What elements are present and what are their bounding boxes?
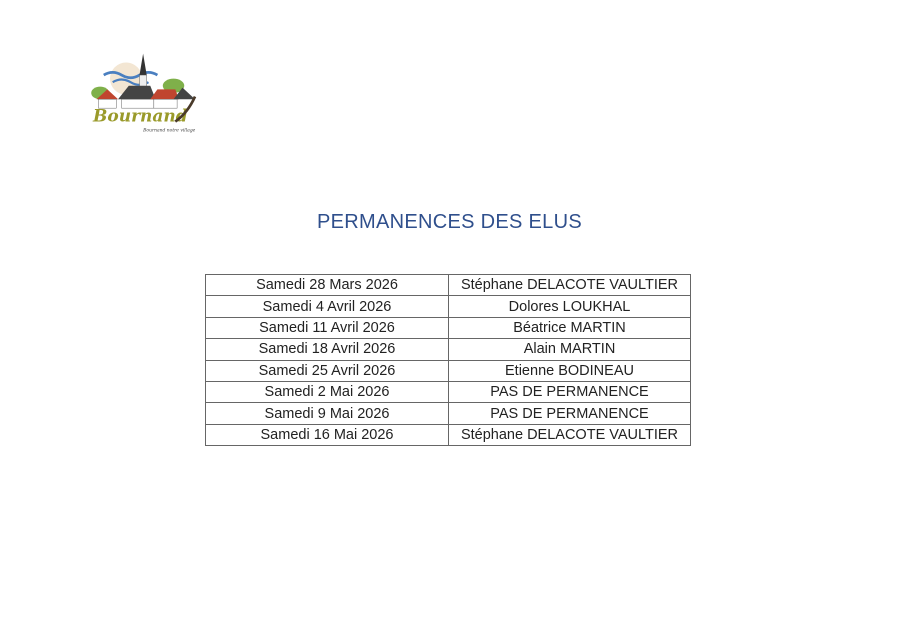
table-row: Samedi 2 Mai 2026 PAS DE PERMANENCE [205,380,691,404]
svg-text:Bournand: Bournand [92,107,188,127]
svg-text:Bournand notre village: Bournand notre village [142,127,196,133]
date-cell: Samedi 2 Mai 2026 [205,380,449,404]
permanences-table: Samedi 28 Mars 2026 Stéphane DELACOTE VAU… [205,273,691,447]
elu-cell: Béatrice MARTIN [448,316,691,340]
table-row: Samedi 25 Avril 2026 Etienne BODINEAU [205,359,691,382]
elu-cell: PAS DE PERMANENCE [448,402,691,425]
elu-cell: Etienne BODINEAU [448,359,691,382]
date-cell: Samedi 18 Avril 2026 [205,338,449,361]
table-row: Samedi 4 Avril 2026 Dolores LOUKHAL [205,295,691,318]
elu-cell: PAS DE PERMANENCE [448,380,691,404]
table-row: Samedi 18 Avril 2026 Alain MARTIN [205,338,691,361]
date-cell: Samedi 28 Mars 2026 [205,273,449,297]
elu-cell: Stéphane DELACOTE VAULTIER [448,423,691,447]
elu-cell: Dolores LOUKHAL [448,295,691,318]
elu-cell: Alain MARTIN [448,338,691,361]
elu-cell: Stéphane DELACOTE VAULTIER [448,273,691,297]
date-cell: Samedi 9 Mai 2026 [205,402,449,425]
date-cell: Samedi 25 Avril 2026 [205,359,449,382]
bournand-logo: Bournand Bournand notre village [91,53,197,133]
date-cell: Samedi 11 Avril 2026 [205,316,449,340]
table-row: Samedi 16 Mai 2026 Stéphane DELACOTE VAUL… [205,423,691,447]
table-row: Samedi 28 Mars 2026 Stéphane DELACOTE VAU… [205,273,691,297]
table-row: Samedi 11 Avril 2026 Béatrice MARTIN [205,316,691,340]
table-row: Samedi 9 Mai 2026 PAS DE PERMANENCE [205,402,691,425]
date-cell: Samedi 16 Mai 2026 [205,423,449,447]
page-title: PERMANENCES DES ELUS [317,211,582,233]
date-cell: Samedi 4 Avril 2026 [205,295,449,318]
